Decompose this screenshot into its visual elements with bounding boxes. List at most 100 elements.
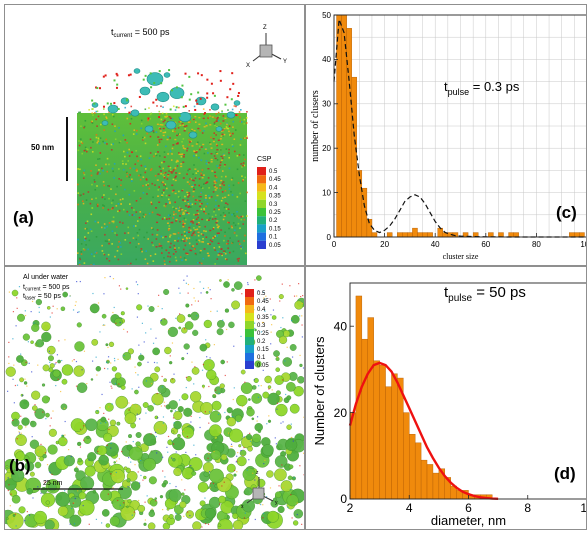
x-tick-label: 100 <box>580 240 587 249</box>
svg-text:Z: Z <box>263 25 267 31</box>
panel-a-ejected-clusters <box>91 68 241 139</box>
y-tick-label: 0 <box>340 492 347 506</box>
panel-a-label: (a) <box>13 208 34 227</box>
histogram-bar <box>432 472 440 500</box>
y-tick-label: 40 <box>322 55 331 64</box>
x-tick-label: 2 <box>347 501 354 515</box>
svg-text:x: x <box>241 504 244 510</box>
legend-value: 0.45 <box>257 299 269 305</box>
legend-value: 0.05 <box>257 363 269 369</box>
chart-d-xlabel: diameter, nm <box>431 513 506 528</box>
legend-value: 0.5 <box>269 169 278 175</box>
chart-c-grid <box>333 14 586 238</box>
legend-value: 0.2 <box>269 218 278 224</box>
svg-text:X: X <box>246 63 250 69</box>
histogram-bar <box>569 232 575 238</box>
histogram-bar <box>420 459 428 500</box>
panel-b-simulation-image: Al under water tcurrent = 500 ps tlaser … <box>5 274 304 529</box>
legend-value: 0.25 <box>257 331 269 337</box>
histogram-bar <box>373 360 380 500</box>
x-tick-label: 60 <box>481 240 490 249</box>
histogram-bar <box>574 232 580 238</box>
histogram-bar <box>508 232 514 238</box>
y-tick-label: 0 <box>327 233 332 242</box>
legend-value: 0.45 <box>269 177 281 183</box>
panel-b-scale-label: 25 nm <box>43 480 63 487</box>
y-tick-label: 20 <box>322 144 331 153</box>
legend-value: 0.25 <box>269 210 281 216</box>
y-tick-label: 30 <box>322 100 331 109</box>
panel-b-clusters <box>5 275 304 529</box>
svg-text:z: z <box>256 470 259 476</box>
histogram-bar <box>412 227 418 238</box>
x-tick-label: 4 <box>406 501 413 515</box>
x-tick-label: 20 <box>380 240 389 249</box>
orientation-triad: Z Y X <box>246 25 287 69</box>
histogram-bar <box>414 442 422 500</box>
histogram-bar <box>437 227 443 238</box>
histogram-bar <box>385 386 392 500</box>
histogram-bar <box>386 232 393 238</box>
svg-text:y: y <box>275 500 278 506</box>
panel-a-speckles <box>77 105 248 265</box>
panel-b-color-legend: 0.5 0.45 0.4 0.35 0.3 0.25 0.2 0.15 0.1 0.05 <box>245 289 269 369</box>
panel-b-label: (b) <box>9 456 31 475</box>
chart-d-fit-curve <box>348 361 499 500</box>
y-tick-label: 10 <box>322 188 331 197</box>
legend-value: 0.2 <box>257 339 266 345</box>
histogram-bar <box>397 232 403 238</box>
x-tick-label: 8 <box>524 501 531 515</box>
legend-value: 0.35 <box>257 315 269 321</box>
panel-b-title: Al under water <box>23 274 69 281</box>
chart-c-tick-labels: 0 20 40 60 80 100 0 10 20 30 40 50 <box>322 11 587 249</box>
panel-a-simulation-image: 50 nm tcurrent = 500 ps Z Y X CSP 0.5 0.4… <box>13 25 287 265</box>
svg-text:Y: Y <box>283 59 287 65</box>
chart-c-ylabel: number of clusers <box>310 90 321 162</box>
legend-value: 0.1 <box>269 235 278 241</box>
x-tick-label: 10 <box>580 501 587 515</box>
chart-c-annotation: tpulse = 0.3 ps <box>444 79 520 97</box>
chart-d: 2 4 6 8 10 0 20 40 Number of clusters diameter,… <box>312 282 587 528</box>
panel-b-laser-time: tlaser = 50 ps <box>23 293 61 302</box>
panel-b: Al under water tcurrent = 500 ps tlaser … <box>4 266 305 530</box>
chart-c: 0 20 40 60 80 100 0 10 20 30 40 50 number of cluser… <box>310 11 587 261</box>
panel-b-orientation-triad: z y x <box>241 470 278 510</box>
histogram-bar <box>351 76 357 238</box>
legend-value: 0.4 <box>269 185 278 191</box>
histogram-bar <box>367 317 374 500</box>
y-tick-label: 50 <box>322 11 331 20</box>
legend-value: 0.05 <box>269 243 281 249</box>
x-tick-label: 40 <box>431 240 440 249</box>
panel-d: 2 4 6 8 10 0 20 40 Number of clusters diameter,… <box>305 266 587 530</box>
histogram-bar <box>346 28 352 238</box>
histogram-bar <box>407 232 413 238</box>
y-tick-label: 40 <box>334 319 348 333</box>
chart-d-bars <box>349 295 493 500</box>
histogram-bar <box>513 232 519 238</box>
metal-slab <box>77 113 247 265</box>
legend-value: 0.1 <box>257 355 266 361</box>
histogram-bar <box>426 464 434 500</box>
histogram-bar <box>409 433 416 500</box>
legend-value: 0.35 <box>269 194 281 200</box>
chart-c-xlabel: cluster size <box>443 252 479 261</box>
chart-d-ylabel: Number of clusters <box>312 336 327 446</box>
x-tick-label: 80 <box>532 240 541 249</box>
legend-title: CSP <box>257 156 272 163</box>
legend-value: 0.3 <box>257 323 266 329</box>
scale-bar-label: 50 nm <box>31 143 54 152</box>
current-time-label: tcurrent = 500 ps <box>111 27 170 39</box>
legend-value: 0.15 <box>269 226 281 232</box>
legend-value: 0.4 <box>257 307 266 313</box>
chart-d-annotation: tpulse = 50 ps <box>444 284 526 304</box>
chart-d-label: (d) <box>554 464 576 483</box>
x-tick-label: 0 <box>332 240 337 249</box>
x-tick-label: 6 <box>465 501 472 515</box>
panel-b-current-time: tcurrent = 500 ps <box>23 284 70 293</box>
csp-color-legend: 0.5 0.45 0.4 0.35 0.3 0.25 0.2 0.15 0.1 0.05 <box>257 167 281 249</box>
histogram-bar <box>422 232 428 238</box>
chart-c-label: (c) <box>556 203 577 222</box>
panel-c: 0 20 40 60 80 100 0 10 20 30 40 50 number of cluser… <box>305 4 587 266</box>
panel-a: 50 nm tcurrent = 500 ps Z Y X CSP 0.5 0.4… <box>4 4 305 266</box>
legend-value: 0.15 <box>257 347 269 353</box>
